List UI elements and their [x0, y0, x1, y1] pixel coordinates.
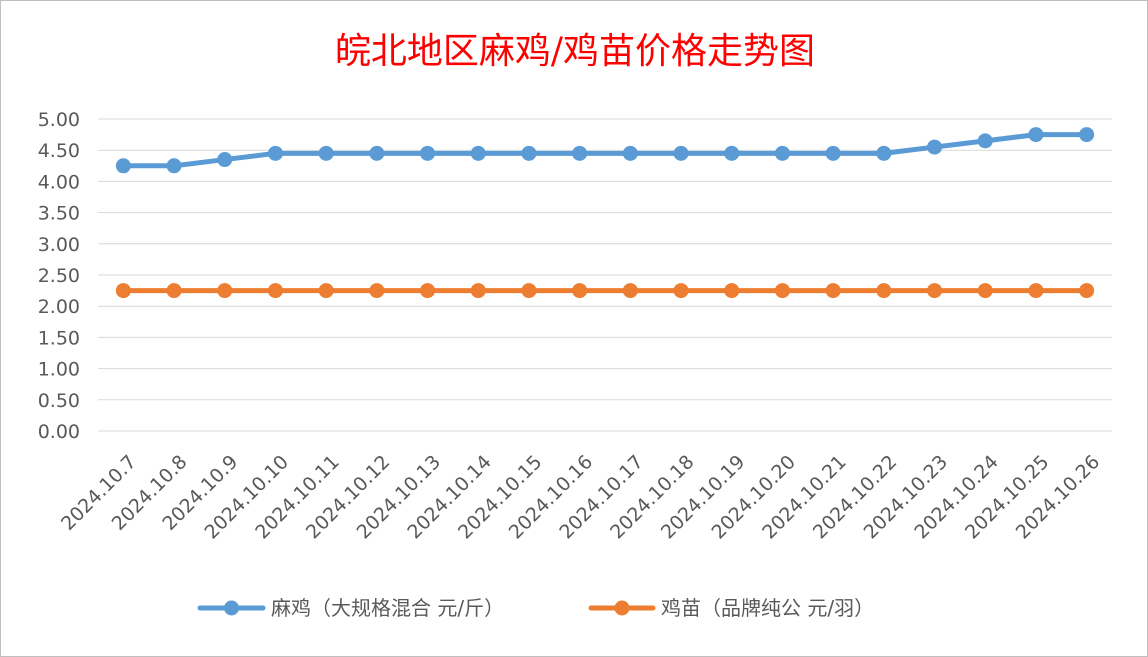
series-2: [115, 283, 1095, 299]
series-1: [115, 127, 1095, 174]
legend-item: 鸡苗（品牌纯公 元/羽）: [588, 596, 874, 620]
legend-item: 麻鸡（大规格混合 元/斤）: [197, 596, 504, 620]
y-tick-label: 3.50: [38, 203, 80, 225]
series-line: [120, 132, 1090, 169]
data-point: [876, 145, 892, 161]
data-point: [825, 283, 841, 299]
x-axis-ticks: 2024.10.72024.10.82024.10.92024.10.10202…: [57, 451, 1104, 543]
data-point: [825, 145, 841, 161]
data-point: [166, 158, 182, 174]
data-point: [115, 158, 131, 174]
data-point: [1028, 127, 1044, 143]
data-point: [318, 145, 334, 161]
y-tick-label: 0.00: [38, 421, 80, 443]
data-point: [166, 283, 182, 299]
data-point: [267, 145, 283, 161]
data-point: [927, 283, 943, 299]
data-point: [369, 145, 385, 161]
data-point: [622, 145, 638, 161]
y-tick-label: 0.50: [38, 390, 80, 412]
data-point: [774, 283, 790, 299]
chart-title: 皖北地区麻鸡/鸡苗价格走势图: [335, 31, 815, 72]
data-point: [521, 145, 537, 161]
data-point: [927, 139, 943, 155]
y-axis-ticks: 0.00 0.50 1.00 1.50 2.00 2.50 3.00 3.50 4.00 4.50…: [38, 109, 80, 443]
legend-label: 麻鸡（大规格混合 元/斤）: [271, 596, 504, 620]
data-point: [521, 283, 537, 299]
data-point: [420, 283, 436, 299]
y-tick-label: 2.00: [38, 296, 80, 318]
data-point: [977, 283, 993, 299]
y-tick-label: 3.00: [38, 234, 80, 256]
gridlines: [98, 118, 1112, 432]
data-point: [470, 145, 486, 161]
data-point: [724, 145, 740, 161]
data-point: [267, 283, 283, 299]
series-layer: [115, 127, 1095, 299]
data-point: [673, 283, 689, 299]
data-point: [318, 283, 334, 299]
data-point: [217, 283, 233, 299]
data-point: [115, 283, 131, 299]
y-tick-label: 2.50: [38, 265, 80, 287]
data-point: [1079, 283, 1095, 299]
data-point: [774, 145, 790, 161]
data-point: [876, 283, 892, 299]
data-point: [673, 145, 689, 161]
y-tick-label: 5.00: [38, 109, 80, 131]
data-point: [369, 283, 385, 299]
data-point: [217, 152, 233, 168]
data-point: [1079, 127, 1095, 143]
data-point: [572, 145, 588, 161]
data-point: [977, 133, 993, 149]
data-point: [470, 283, 486, 299]
legend-label: 鸡苗（品牌纯公 元/羽）: [661, 596, 874, 620]
data-point: [724, 283, 740, 299]
data-point: [1028, 283, 1044, 299]
y-tick-label: 1.00: [38, 359, 80, 381]
data-point: [622, 283, 638, 299]
legend-swatch-marker: [614, 600, 630, 616]
legend-swatch-marker: [224, 600, 239, 616]
y-tick-label: 4.00: [38, 171, 80, 193]
data-point: [572, 283, 588, 299]
legend: 麻鸡（大规格混合 元/斤） 鸡苗（品牌纯公 元/羽）: [197, 596, 874, 620]
data-point: [420, 145, 436, 161]
y-tick-label: 4.50: [38, 140, 80, 162]
y-tick-label: 1.50: [38, 327, 80, 349]
